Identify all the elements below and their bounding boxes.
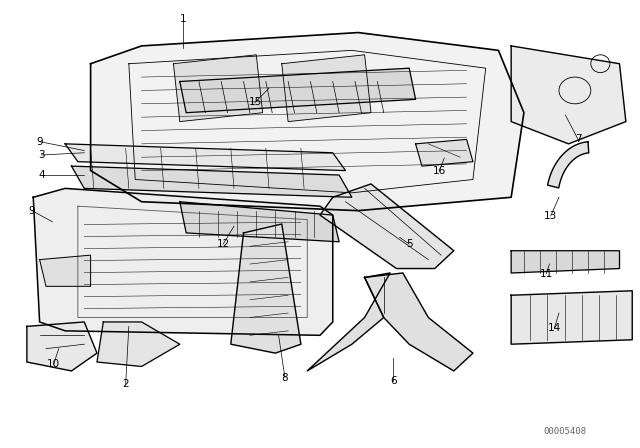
- Polygon shape: [72, 166, 352, 197]
- Polygon shape: [320, 184, 454, 268]
- Text: 14: 14: [548, 323, 561, 333]
- Polygon shape: [307, 273, 390, 371]
- Polygon shape: [180, 202, 339, 242]
- Polygon shape: [33, 188, 333, 335]
- Text: 12: 12: [216, 239, 230, 249]
- Polygon shape: [282, 55, 371, 121]
- Polygon shape: [511, 46, 626, 144]
- Text: 7: 7: [575, 134, 581, 144]
- Polygon shape: [180, 68, 415, 113]
- Polygon shape: [548, 142, 589, 188]
- Text: 9: 9: [36, 137, 43, 146]
- Text: 3: 3: [38, 150, 45, 160]
- Text: 9: 9: [29, 206, 35, 215]
- Polygon shape: [415, 139, 473, 166]
- Text: 00005408: 00005408: [544, 426, 587, 435]
- Text: 11: 11: [540, 269, 553, 279]
- Polygon shape: [511, 251, 620, 273]
- Text: 2: 2: [122, 379, 129, 389]
- Text: 1: 1: [180, 14, 186, 24]
- Polygon shape: [91, 33, 524, 211]
- Text: 16: 16: [433, 167, 446, 177]
- Text: 6: 6: [390, 376, 397, 386]
- Text: 10: 10: [47, 359, 60, 369]
- Polygon shape: [231, 224, 301, 353]
- Polygon shape: [365, 273, 473, 371]
- Polygon shape: [27, 322, 97, 371]
- Polygon shape: [173, 55, 262, 121]
- Text: 5: 5: [406, 239, 413, 249]
- Polygon shape: [97, 322, 180, 366]
- Text: 15: 15: [248, 98, 262, 108]
- Text: 4: 4: [38, 170, 45, 180]
- Text: 8: 8: [282, 373, 288, 383]
- Polygon shape: [40, 255, 91, 286]
- Polygon shape: [511, 291, 632, 344]
- Text: 13: 13: [544, 211, 557, 221]
- Polygon shape: [65, 144, 346, 171]
